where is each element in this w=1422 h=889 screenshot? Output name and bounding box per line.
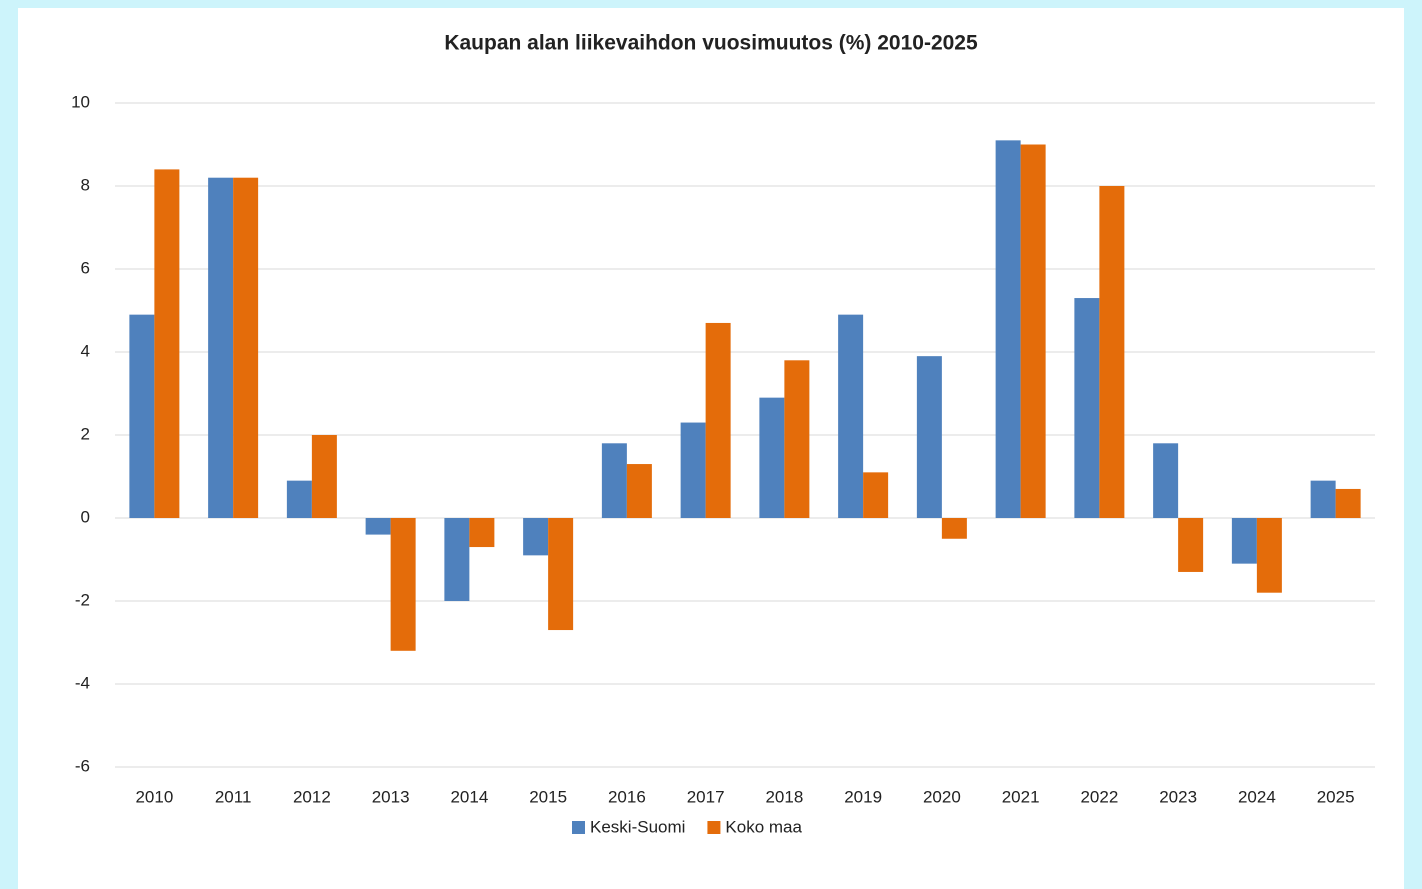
bar <box>1335 488 1361 518</box>
x-tick-label: 2017 <box>687 787 725 806</box>
y-tick-label: 0 <box>81 507 90 526</box>
y-tick-label: 8 <box>81 175 90 194</box>
bar <box>390 518 416 651</box>
bar <box>759 397 785 518</box>
y-tick-label: 10 <box>71 92 90 111</box>
bar <box>1099 186 1125 518</box>
y-tick-label: -4 <box>75 673 90 692</box>
bar <box>1231 518 1257 564</box>
bar <box>286 480 312 518</box>
x-tick-label: 2021 <box>1002 787 1040 806</box>
bar <box>365 518 391 535</box>
bar <box>863 472 889 518</box>
y-tick-label: 4 <box>81 341 90 360</box>
x-tick-label: 2015 <box>529 787 567 806</box>
legend-label: Koko maa <box>725 817 802 836</box>
bar <box>469 518 495 548</box>
bar <box>838 314 864 518</box>
x-tick-label: 2018 <box>765 787 803 806</box>
bar <box>311 435 337 518</box>
chart-title: Kaupan alan liikevaihdon vuosimuutos (%)… <box>444 32 978 55</box>
x-tick-label: 2010 <box>135 787 173 806</box>
bar <box>941 518 967 539</box>
x-tick-label: 2011 <box>215 787 252 806</box>
bar <box>680 422 706 518</box>
bar <box>916 356 942 518</box>
bar <box>1020 144 1046 518</box>
x-tick-label: 2019 <box>844 787 882 806</box>
bar <box>705 322 731 518</box>
bar <box>1256 518 1282 593</box>
y-tick-label: -2 <box>75 590 90 609</box>
bar <box>1074 298 1100 518</box>
bar <box>154 169 180 518</box>
y-tick-label: 2 <box>81 424 90 443</box>
x-tick-label: 2023 <box>1159 787 1197 806</box>
bar <box>444 518 470 601</box>
bar <box>523 518 549 556</box>
bar <box>1153 443 1179 518</box>
x-tick-label: 2024 <box>1238 787 1276 806</box>
bar <box>548 518 574 631</box>
x-tick-label: 2022 <box>1080 787 1118 806</box>
bar <box>784 360 810 518</box>
bar <box>233 177 259 518</box>
y-tick-label: 6 <box>81 258 90 277</box>
bar <box>1178 518 1204 572</box>
bar <box>129 314 155 518</box>
bar <box>626 464 652 518</box>
x-tick-label: 2014 <box>450 787 488 806</box>
x-tick-label: 2025 <box>1317 787 1355 806</box>
legend-label: Keski-Suomi <box>590 817 685 836</box>
x-tick-label: 2016 <box>608 787 646 806</box>
bar <box>208 177 234 518</box>
x-tick-label: 2012 <box>293 787 331 806</box>
x-tick-label: 2013 <box>372 787 410 806</box>
x-tick-label: 2020 <box>923 787 961 806</box>
bar <box>1310 480 1336 518</box>
legend-swatch <box>707 821 721 834</box>
y-tick-label: -6 <box>75 756 90 775</box>
legend-swatch <box>572 821 585 834</box>
bar <box>995 140 1021 518</box>
bar <box>601 443 627 518</box>
